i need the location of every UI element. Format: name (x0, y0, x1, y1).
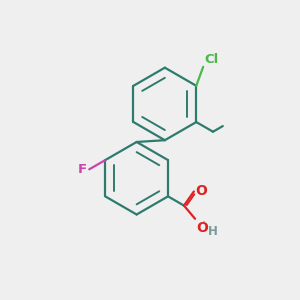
Text: H: H (208, 225, 218, 238)
Text: Cl: Cl (204, 52, 218, 66)
Text: O: O (196, 220, 208, 235)
Text: O: O (196, 184, 208, 199)
Text: ·: · (202, 216, 206, 230)
Text: F: F (78, 163, 87, 176)
